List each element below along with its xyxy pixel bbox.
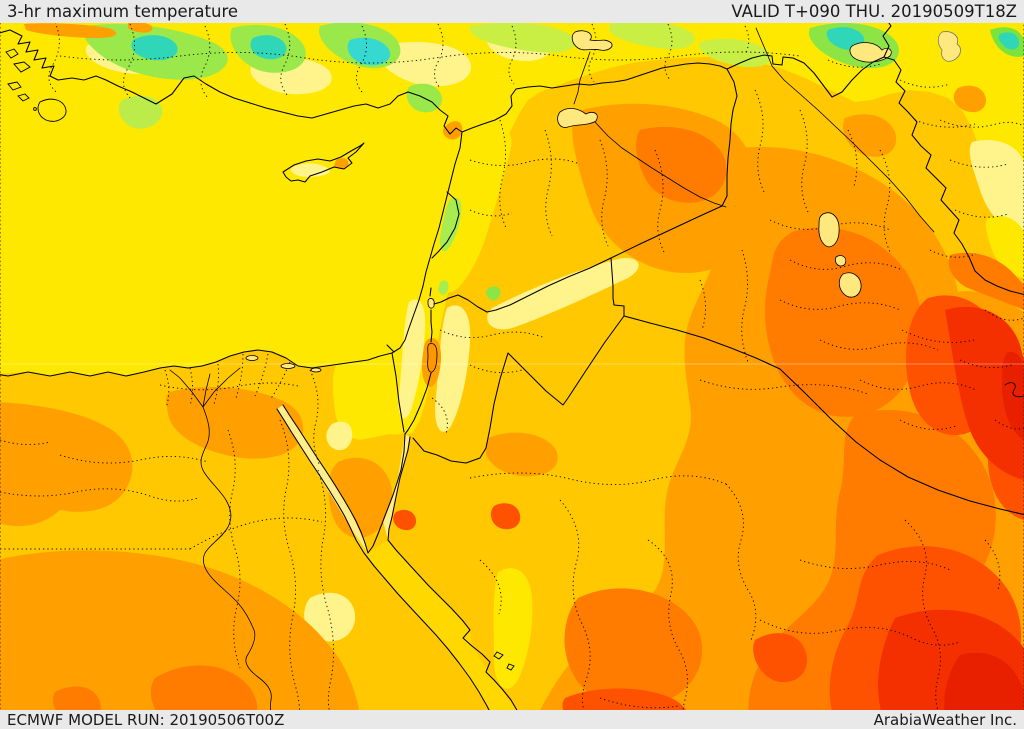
rivers-and-lakes — [169, 27, 1024, 729]
valid-time-label: VALID T+090 THU. 20190509T18Z — [731, 2, 1017, 21]
attribution-label: ArabiaWeather Inc. — [873, 710, 1017, 729]
page-title: 3-hr maximum temperature — [7, 2, 239, 21]
ataturk-reservoir — [571, 30, 613, 51]
lake-urmia — [937, 31, 961, 62]
cyprus-island — [282, 142, 365, 183]
coastline-layer — [0, 29, 527, 729]
jordan-saudi-border — [412, 315, 625, 464]
map-frame — [0, 22, 1024, 711]
shatt-al-arab — [1004, 382, 1024, 398]
nile-delta-branches — [169, 367, 241, 408]
turkey-syria-border — [461, 62, 728, 133]
lake-razzazah — [838, 272, 862, 298]
euphrates-river — [573, 51, 727, 208]
model-run-label: ECMWF MODEL RUN: 20190506T00Z — [7, 710, 285, 729]
lebanon-border — [431, 191, 460, 259]
syria-iraq-border — [610, 68, 738, 259]
dead-sea — [427, 343, 438, 373]
admin-boundaries — [0, 21, 1024, 729]
red-sea-islands — [493, 651, 515, 671]
gulf-of-suez-coast — [276, 404, 498, 729]
sea-of-galilee — [427, 298, 435, 309]
gulf-of-aqaba-red-sea-coast — [387, 436, 527, 729]
delta-lagoon — [245, 355, 259, 361]
aegean-islands — [5, 48, 67, 122]
country-borders — [386, 19, 1024, 516]
footer-bar: ECMWF MODEL RUN: 20190506T00Z ArabiaWeat… — [0, 710, 1024, 729]
turkey-iraq-iran-border — [726, 54, 1024, 296]
gaza-strip-border — [386, 344, 395, 353]
turkey-armenia-border — [882, 19, 892, 58]
lake-tharthar — [818, 212, 840, 248]
tigris-river — [755, 27, 935, 233]
jordan-river-arava-line — [404, 287, 433, 435]
lake-habbaniyah — [834, 255, 847, 267]
lake-assad — [557, 108, 598, 128]
syria-jordan-border — [433, 257, 612, 313]
mediterranean-coastline — [0, 29, 463, 377]
lake-van — [849, 42, 892, 63]
rhodes-island — [37, 98, 67, 122]
delta-lagoon — [280, 363, 296, 369]
nile-river — [200, 406, 277, 729]
jordan-iraq-border — [610, 257, 625, 317]
iraq-saudi-border — [623, 315, 1024, 516]
egypt-israel-border — [391, 352, 405, 433]
delta-lagoon — [310, 367, 322, 373]
header-bar: 3-hr maximum temperature VALID T+090 THU… — [0, 0, 1024, 23]
